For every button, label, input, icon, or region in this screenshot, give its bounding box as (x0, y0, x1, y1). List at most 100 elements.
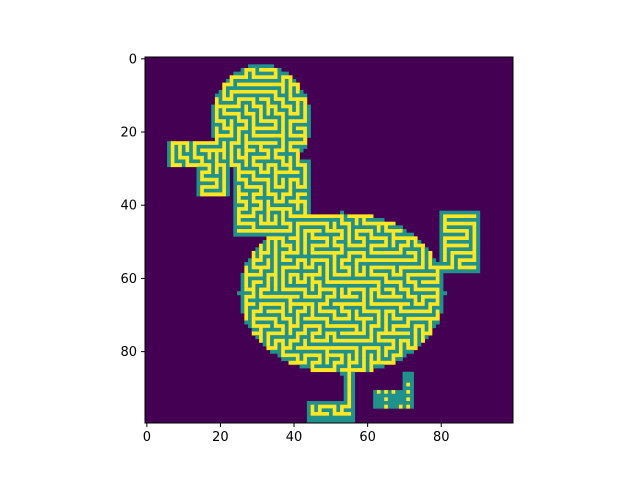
maze-wall-cell (284, 196, 297, 201)
maze-wall-cell (365, 357, 370, 362)
maze-passage-cell (273, 111, 286, 116)
maze-wall-cell (218, 170, 223, 175)
maze-wall-cell (476, 221, 481, 226)
maze-wall-cell (409, 338, 414, 343)
maze-passage-cell (428, 320, 433, 325)
maze-passage-cell (288, 126, 293, 131)
maze-passage-cell (288, 185, 293, 190)
maze-wall-cell (284, 309, 289, 314)
maze-wall-cell (299, 108, 304, 113)
maze-passage-cell (214, 119, 227, 124)
maze-wall-cell (343, 287, 348, 292)
maze-wall-cell (358, 353, 363, 358)
maze-wall-cell (329, 269, 333, 274)
maze-passage-cell (288, 305, 293, 310)
maze-passage-cell (347, 357, 352, 362)
maze-passage-cell (303, 115, 308, 120)
maze-wall-cell (454, 261, 459, 266)
maze-passage-cell (281, 221, 293, 226)
maze-passage-cell (391, 324, 411, 329)
maze-wall-cell (299, 243, 304, 248)
maze-wall-cell (299, 335, 311, 340)
maze-wall-cell (409, 320, 429, 325)
maze-passage-cell (332, 412, 352, 416)
maze-wall-cell (167, 148, 172, 153)
maze-passage-cell (369, 287, 381, 292)
maze-passage-cell (281, 115, 286, 120)
maze-passage-cell (443, 243, 470, 248)
maze-wall-cell (240, 133, 245, 138)
maze-wall-cell (292, 181, 297, 186)
maze-wall-cell (351, 265, 356, 270)
maze-wall-cell (439, 269, 481, 274)
maze-passage-cell (244, 133, 249, 138)
maze-passage-cell (332, 291, 337, 296)
maze-passage-cell (259, 144, 264, 149)
maze-passage-cell (310, 360, 322, 365)
maze-passage-cell (244, 141, 278, 146)
maze-wall-cell (314, 305, 319, 310)
maze-passage-cell (170, 148, 175, 153)
maze-wall-cell (292, 258, 297, 263)
maze-wall-cell (373, 390, 378, 395)
maze-wall-cell (373, 331, 378, 336)
maze-wall-cell (240, 298, 245, 303)
maze-wall-cell (248, 324, 253, 329)
maze-wall-cell (240, 141, 245, 146)
maze-wall-cell (225, 166, 230, 171)
maze-wall-cell (218, 177, 223, 182)
maze-passage-cell (259, 221, 278, 226)
maze-wall-cell (277, 126, 282, 131)
maze-passage-cell (340, 331, 367, 336)
maze-passage-cell (192, 152, 197, 157)
maze-wall-cell (476, 240, 481, 244)
maze-passage-cell (266, 210, 271, 215)
maze-passage-cell (317, 302, 330, 307)
maze-passage-cell (244, 185, 264, 190)
maze-wall-cell (233, 97, 238, 102)
maze-passage-cell (266, 272, 278, 277)
maze-passage-cell (295, 316, 300, 321)
maze-passage-cell (303, 342, 308, 347)
maze-wall-cell (240, 302, 245, 307)
maze-passage-cell (325, 335, 330, 340)
maze-passage-cell (281, 192, 293, 197)
maze-wall-cell (255, 122, 275, 127)
maze-wall-cell (351, 232, 356, 237)
maze-passage-cell (273, 243, 278, 248)
maze-passage-cell (310, 408, 315, 413)
maze-wall-cell (395, 287, 400, 292)
maze-wall-cell (262, 269, 275, 274)
maze-wall-cell (351, 353, 356, 358)
maze-passage-cell (251, 155, 271, 160)
maze-passage-cell (421, 280, 440, 285)
maze-wall-cell (203, 188, 223, 193)
maze-passage-cell (428, 265, 455, 270)
maze-wall-cell (277, 196, 282, 201)
maze-wall-cell (476, 247, 481, 252)
maze-wall-cell (306, 163, 311, 168)
maze-wall-cell (299, 89, 304, 94)
maze-wall-cell (233, 148, 238, 153)
maze-passage-cell (244, 159, 249, 164)
maze-passage-cell (244, 294, 256, 299)
maze-wall-cell (365, 269, 370, 274)
maze-passage-cell (303, 108, 308, 113)
maze-passage-cell (222, 97, 234, 102)
maze-wall-cell (174, 159, 186, 164)
maze-passage-cell (384, 309, 396, 314)
maze-wall-cell (343, 357, 348, 362)
maze-wall-cell (181, 163, 186, 168)
maze-passage-cell (354, 269, 359, 274)
maze-wall-cell (233, 159, 245, 164)
maze-passage-cell (273, 247, 278, 252)
maze-wall-cell (248, 313, 253, 318)
maze-passage-cell (214, 115, 219, 120)
maze-passage-cell (303, 232, 308, 237)
maze-passage-cell (354, 261, 359, 266)
maze-wall-cell (336, 294, 341, 299)
maze-passage-cell (413, 338, 418, 343)
maze-wall-cell (321, 280, 326, 285)
maze-wall-cell (365, 327, 370, 332)
maze-wall-cell (329, 360, 333, 365)
